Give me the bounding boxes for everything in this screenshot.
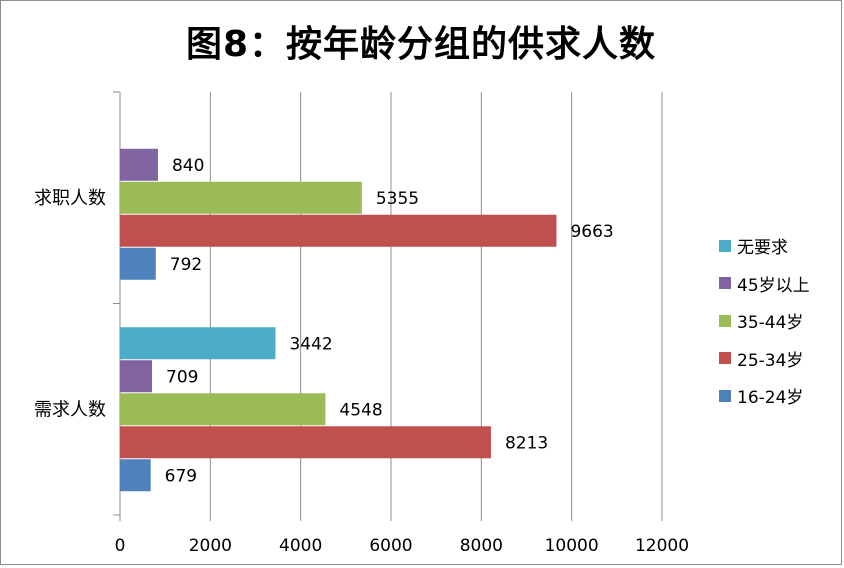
legend-item: 25-34岁 bbox=[719, 340, 839, 378]
chart-title: 图8：按年龄分组的供求人数 bbox=[185, 24, 657, 65]
legend-item: 16-24岁 bbox=[719, 377, 839, 415]
x-tick-label: 12000 bbox=[635, 536, 689, 556]
category-label: 需求人数 bbox=[34, 399, 106, 420]
data-label: 792 bbox=[170, 255, 202, 275]
data-label: 3442 bbox=[289, 334, 332, 354]
bar bbox=[120, 327, 276, 360]
bar bbox=[120, 181, 362, 214]
x-tick-label: 10000 bbox=[545, 536, 599, 556]
x-tick-label: 6000 bbox=[369, 536, 412, 556]
bar bbox=[120, 148, 158, 181]
x-tick-label: 4000 bbox=[279, 536, 322, 556]
data-label: 5355 bbox=[376, 189, 419, 209]
legend-item: 无要求 bbox=[719, 227, 839, 265]
legend-item: 35-44岁 bbox=[719, 302, 839, 340]
category-label: 求职人数 bbox=[34, 188, 106, 209]
data-label: 679 bbox=[165, 466, 197, 486]
data-label: 8213 bbox=[505, 433, 548, 453]
legend-label: 25-34岁 bbox=[737, 350, 804, 371]
bar bbox=[120, 393, 326, 426]
bar bbox=[120, 247, 156, 280]
bar bbox=[120, 360, 153, 393]
data-label: 4548 bbox=[339, 400, 382, 420]
bar bbox=[120, 214, 557, 247]
legend-swatch bbox=[719, 352, 731, 365]
legend-swatch bbox=[719, 314, 731, 327]
legend-swatch bbox=[719, 277, 731, 290]
legend-label: 45岁以上 bbox=[737, 275, 810, 296]
bar bbox=[120, 426, 491, 459]
legend-swatch bbox=[719, 239, 731, 252]
x-tick-label: 8000 bbox=[460, 536, 503, 556]
x-tick-label: 2000 bbox=[189, 536, 232, 556]
legend-label: 无要求 bbox=[737, 238, 788, 259]
x-tick-label: 0 bbox=[115, 536, 126, 556]
legend-label: 16-24岁 bbox=[737, 388, 804, 409]
legend-swatch bbox=[719, 389, 731, 402]
legend-label: 35-44岁 bbox=[737, 313, 804, 334]
data-label: 9663 bbox=[570, 222, 613, 242]
data-label: 709 bbox=[166, 367, 198, 387]
data-label: 840 bbox=[172, 156, 204, 176]
chart-legend: 无要求 45岁以上 35-44岁 25-34岁 16-24岁 bbox=[719, 227, 839, 415]
legend-item: 45岁以上 bbox=[719, 265, 839, 303]
bar bbox=[120, 459, 151, 492]
